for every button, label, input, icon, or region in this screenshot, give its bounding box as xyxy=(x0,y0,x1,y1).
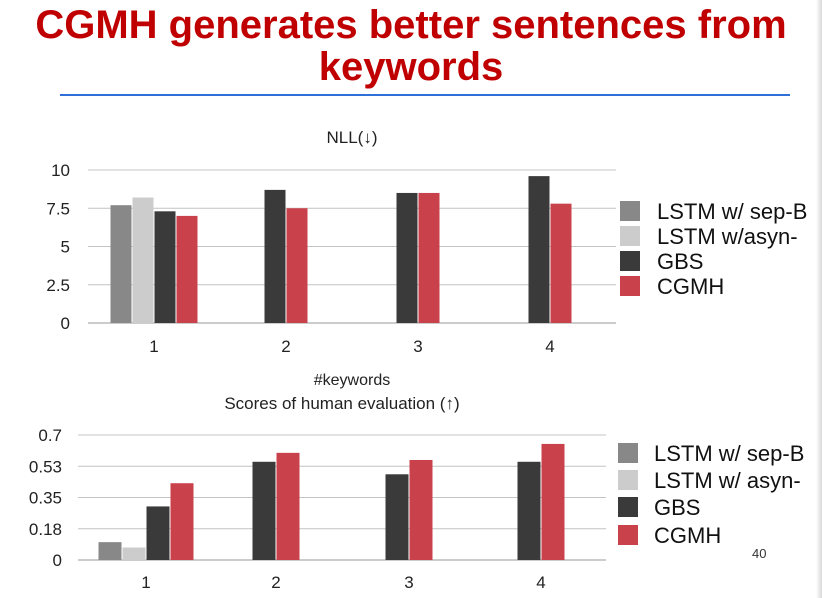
legend-label: LSTM w/asyn- xyxy=(657,224,798,249)
y-tick-label: 10 xyxy=(51,161,70,180)
legend-label: GBS xyxy=(657,249,703,274)
y-tick-label: 0.53 xyxy=(29,457,62,476)
y-tick-label: 0 xyxy=(53,551,62,570)
title-line-1: CGMH generates better sentences from xyxy=(35,3,787,47)
slide-title: CGMH generates better sentences from key… xyxy=(0,4,822,88)
title-divider xyxy=(60,94,790,96)
bar xyxy=(517,461,541,560)
x-tick-label: 1 xyxy=(149,337,158,356)
chart-title: NLL(↓) xyxy=(326,128,377,147)
legend-label: LSTM w/ asyn- xyxy=(654,468,801,493)
bar xyxy=(550,203,572,323)
x-tick-label: 2 xyxy=(271,573,280,592)
bar xyxy=(110,205,132,323)
y-tick-label: 7.5 xyxy=(46,199,70,218)
legend-label: CGMH xyxy=(654,523,721,548)
x-tick-label: 3 xyxy=(413,337,422,356)
bar xyxy=(409,460,433,560)
x-axis-label: #keywords xyxy=(314,372,390,389)
chart-title: Scores of human evaluation (↑) xyxy=(224,394,459,413)
title-line-2: keywords xyxy=(318,45,504,89)
legend-swatch xyxy=(620,226,640,246)
bar xyxy=(385,474,409,560)
y-tick-label: 0 xyxy=(61,314,70,333)
legend-swatch xyxy=(620,251,640,271)
page-number: 40 xyxy=(752,546,767,561)
bar xyxy=(132,197,154,323)
y-tick-label: 0.18 xyxy=(29,520,62,539)
slide-edge xyxy=(816,0,822,598)
bar xyxy=(264,189,286,323)
bar xyxy=(98,542,122,560)
x-tick-label: 3 xyxy=(404,573,413,592)
legend-label: CGMH xyxy=(657,274,724,299)
bar xyxy=(170,483,194,560)
x-tick-label: 4 xyxy=(536,573,545,592)
bar xyxy=(528,176,550,323)
legend-label: LSTM w/ sep-B xyxy=(657,199,807,224)
bar xyxy=(154,211,176,323)
bar xyxy=(252,461,276,560)
bar xyxy=(418,192,440,323)
legend-label: GBS xyxy=(654,495,700,520)
legend-label: LSTM w/ sep-B xyxy=(654,441,804,466)
legend-swatch xyxy=(618,497,638,517)
legend-swatch xyxy=(620,276,640,296)
bar xyxy=(396,192,418,323)
bar xyxy=(176,215,198,323)
x-tick-label: 1 xyxy=(141,573,150,592)
y-tick-label: 0.35 xyxy=(29,489,62,508)
x-tick-label: 2 xyxy=(281,337,290,356)
legend-swatch xyxy=(620,201,640,221)
legend-swatch xyxy=(618,443,638,463)
y-tick-label: 5 xyxy=(61,238,70,257)
y-tick-label: 0.7 xyxy=(38,426,62,445)
legend-swatch xyxy=(618,470,638,490)
y-tick-label: 2.5 xyxy=(46,276,70,295)
x-tick-label: 4 xyxy=(545,337,554,356)
bar xyxy=(541,443,565,560)
bar xyxy=(276,452,300,560)
legend-swatch xyxy=(618,525,638,545)
bar xyxy=(286,208,308,323)
bar xyxy=(122,547,146,560)
bar xyxy=(146,506,170,560)
